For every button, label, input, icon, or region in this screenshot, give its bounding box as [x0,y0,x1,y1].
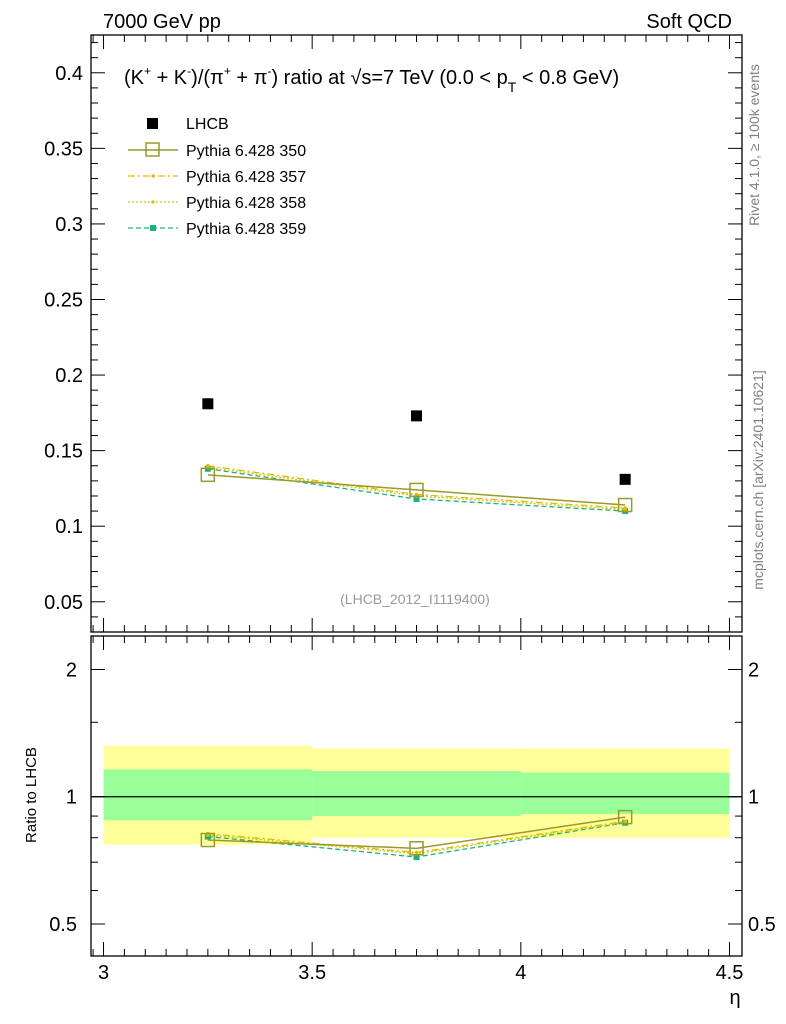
data-point-lhcb [411,410,422,422]
legend-label-357: Pythia 6.428 357 [186,169,306,186]
ratio-tick-label: 2 [66,659,77,681]
series-marker-0 [409,482,424,498]
legend-label-359: Pythia 6.428 359 [186,221,306,238]
ratio-axis-ticks: 0.5 0.5 1 1 2 2 [49,659,776,936]
y-tick-label: 0.1 [55,516,83,538]
series-marker-1 [206,463,210,468]
main-series-layer [200,463,633,515]
y-tick-label: 0.2 [55,365,83,387]
ratio-tick-label-right: 2 [748,659,759,681]
y-tick-label: 0.3 [55,214,83,236]
series-line-0 [207,474,626,506]
legend-marker-357 [151,174,155,178]
series-marker-1 [623,506,627,510]
ratio-tick-label-right: 0.5 [748,914,776,936]
y-tick-label: 0.15 [44,441,83,463]
data-points-layer [202,398,631,485]
ratio-series-layer [200,809,633,861]
ratio-band-inner [520,772,730,815]
y-tick-label: 0.25 [44,289,83,311]
ratio-series-marker-1 [623,819,627,824]
ratio-series-marker-1 [414,850,419,855]
chart-title: (K+ + K-)/(π+ + π-) ratio at √s=7 TeV (0… [124,64,619,95]
x-tick-label: 4 [515,962,526,984]
y-tick-label: 0.05 [44,592,83,614]
x-axis-ticks: 3 3.5 4 4.5 [92,35,744,984]
legend-marker-lhcb [147,118,158,129]
ratio-series-marker-0 [200,832,216,848]
main-panel: 0.05 0.1 0.15 0.2 0.25 0.3 0.35 0.4 (K+ + K-)/(… [44,34,743,633]
ratio-series-marker-3 [413,854,420,861]
rivet-version-label: Rivet 4.1.0, ≥ 100k events [746,64,762,226]
y-tick-label: 0.4 [55,63,83,85]
ratio-series-marker-0 [617,809,633,825]
ratio-tick-label: 1 [66,787,77,809]
legend-marker-358 [151,200,155,204]
x-tick-label: 3 [98,962,109,984]
data-point-lhcb [619,473,631,485]
ratio-y-axis-label: Ratio to LHCB [23,747,40,843]
ratio-series-line-0 [207,816,626,850]
legend-marker-350 [145,142,160,157]
legend-label-350: Pythia 6.428 350 [186,143,306,160]
series-line-2 [207,466,626,511]
ratio-uncertainty-bands [103,745,730,845]
series-marker-1 [414,492,419,497]
ratio-band-inner [103,769,313,821]
analysis-id-label: (LHCB_2012_I1119400) [340,591,490,607]
ratio-series-marker-0 [409,841,424,856]
legend: LHCB Pythia 6.428 350 Pythia 6.428 357 P… [128,116,306,238]
series-marker-0 [200,467,216,483]
series-marker-3 [413,495,420,502]
legend-marker-359 [150,225,156,231]
ratio-series-line-1 [207,820,626,854]
series-marker-0 [617,497,633,513]
x-tick-label: 4.5 [716,962,744,984]
header-category: Soft QCD [646,11,732,33]
x-axis-label: η [729,987,740,1009]
main-axis-ticks: 0.05 0.1 0.15 0.2 0.25 0.3 0.35 0.4 [44,42,742,633]
ratio-tick-label: 0.5 [49,914,77,936]
legend-label-358: Pythia 6.428 358 [186,195,306,212]
ratio-panel: 0.5 0.5 1 1 2 2 Ratio to LHCB [23,635,776,957]
mcplots-credit-label: mcplots.cern.ch [arXiv:2401.10621] [750,370,766,589]
ratio-tick-label-right: 1 [748,787,759,809]
legend-label-lhcb: LHCB [186,116,229,133]
y-tick-label: 0.35 [44,138,83,160]
header-collision: 7000 GeV pp [103,11,221,33]
x-tick-label: 3.5 [298,962,326,984]
ratio-band-inner [312,771,521,817]
data-point-lhcb [202,398,214,410]
